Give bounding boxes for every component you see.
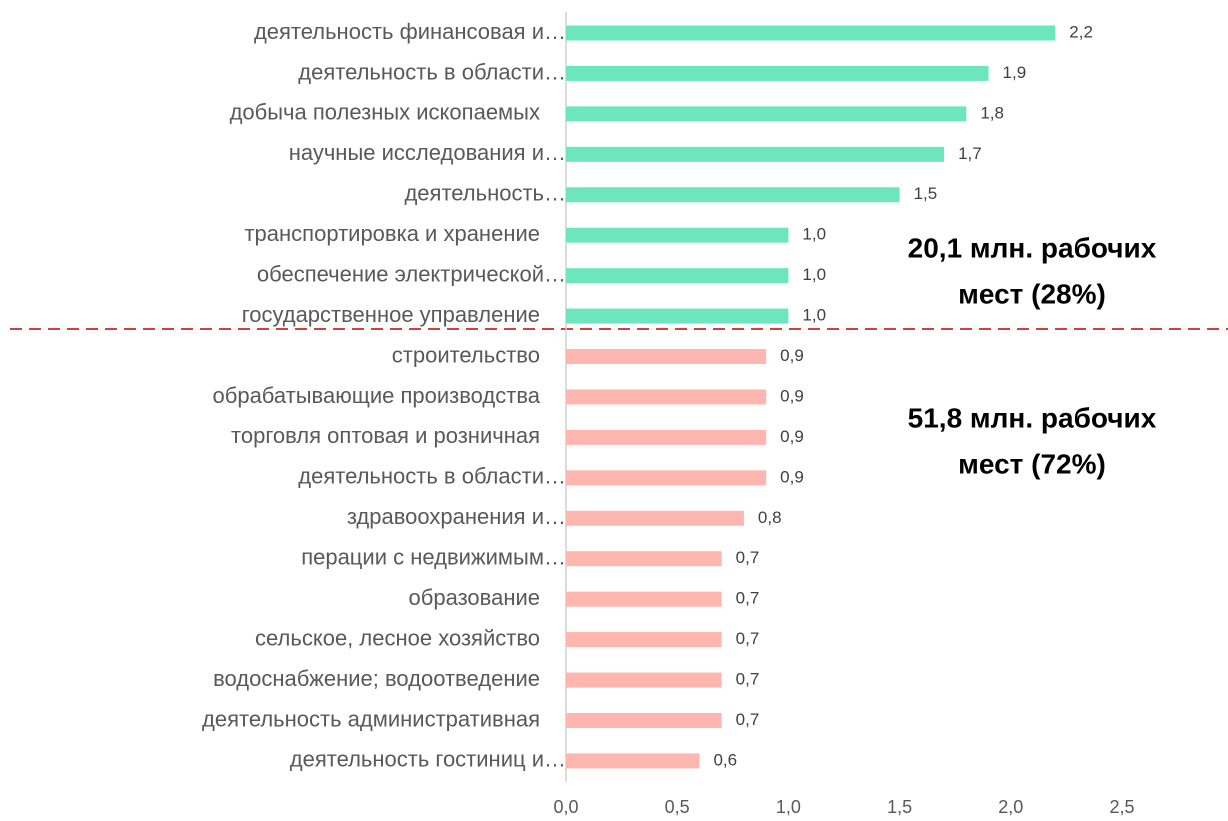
value-label: 1,0: [802, 306, 826, 325]
bar: [566, 146, 945, 162]
value-label: 1,0: [802, 265, 826, 284]
bar: [566, 672, 722, 688]
category-label: деятельность гостиниц и…: [290, 747, 566, 772]
annotation: мест (28%): [958, 278, 1106, 309]
bar: [566, 753, 700, 769]
bar: [566, 591, 722, 607]
value-label: 0,7: [736, 548, 760, 567]
value-label: 2,2: [1069, 22, 1093, 41]
annotation: 20,1 млн. рабочих: [908, 232, 1157, 263]
bar: [566, 227, 789, 243]
bar: [566, 65, 989, 81]
value-label: 1,7: [958, 144, 982, 163]
value-label: 1,9: [1003, 63, 1027, 82]
value-label: 0,8: [758, 508, 782, 527]
category-label: деятельность в области…: [298, 464, 566, 489]
category-label: деятельность…: [404, 181, 566, 206]
bar: [566, 308, 789, 324]
bar: [566, 712, 722, 728]
x-tick-label: 0,5: [665, 797, 690, 817]
value-label: 0,6: [713, 750, 737, 769]
x-tick-label: 1,5: [887, 797, 912, 817]
x-tick-label: 1,0: [776, 797, 801, 817]
category-label: деятельность финансовая и…: [254, 19, 566, 44]
category-label: деятельность в области…: [298, 59, 566, 84]
category-label: образование: [409, 585, 540, 610]
value-label: 1,8: [980, 103, 1004, 122]
bar: [566, 510, 744, 526]
bar: [566, 551, 722, 567]
category-label: перации с недвижимым…: [301, 545, 566, 570]
value-label: 0,7: [736, 670, 760, 689]
annotation: мест (72%): [958, 448, 1106, 479]
value-label: 1,0: [802, 225, 826, 244]
x-tick-label: 2,0: [998, 797, 1023, 817]
category-label: торговля оптовая и розничная: [231, 423, 540, 448]
bar: [566, 268, 789, 284]
value-label: 0,9: [780, 386, 804, 405]
value-label: 0,9: [780, 467, 804, 486]
category-label: научные исследования и…: [289, 140, 566, 165]
bar: [566, 470, 767, 486]
category-label: сельское, лесное хозяйство: [255, 625, 540, 650]
category-label: добыча полезных ископаемых: [230, 100, 540, 125]
category-label: деятельность административная: [202, 706, 540, 731]
value-label: 0,9: [780, 346, 804, 365]
category-label: строительство: [392, 342, 540, 367]
annotation: 51,8 млн. рабочих: [908, 402, 1157, 433]
category-label: государственное управление: [242, 302, 540, 327]
bar: [566, 349, 767, 365]
category-label: водоснабжение; водоотведение: [213, 666, 540, 691]
value-label: 0,7: [736, 710, 760, 729]
value-label: 0,7: [736, 629, 760, 648]
category-label: обеспечение электрической…: [257, 261, 566, 286]
bar: [566, 187, 900, 203]
value-label: 0,9: [780, 427, 804, 446]
x-tick-label: 0,0: [553, 797, 578, 817]
bar: [566, 632, 722, 648]
bar: [566, 106, 967, 122]
bar: [566, 429, 767, 445]
category-label: транспортировка и хранение: [244, 221, 540, 246]
bar: [566, 25, 1056, 41]
x-tick-label: 2,5: [1109, 797, 1134, 817]
value-label: 1,5: [914, 184, 938, 203]
category-label: обрабатывающие производства: [213, 383, 541, 408]
bar: [566, 389, 767, 405]
value-label: 0,7: [736, 589, 760, 608]
category-label: здравоохранения и…: [347, 504, 566, 529]
